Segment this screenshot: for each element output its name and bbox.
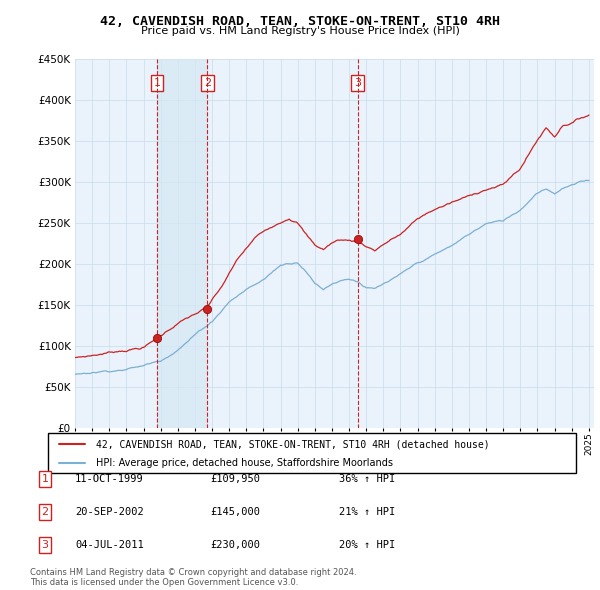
Text: 11-OCT-1999: 11-OCT-1999 xyxy=(75,474,144,484)
Text: HPI: Average price, detached house, Staffordshire Moorlands: HPI: Average price, detached house, Staf… xyxy=(95,458,392,468)
Bar xyxy=(157,59,207,428)
Text: £145,000: £145,000 xyxy=(210,507,260,517)
Text: Contains HM Land Registry data © Crown copyright and database right 2024.
This d: Contains HM Land Registry data © Crown c… xyxy=(30,568,356,587)
Text: 21% ↑ HPI: 21% ↑ HPI xyxy=(339,507,395,517)
Text: 2: 2 xyxy=(41,507,49,517)
Text: 42, CAVENDISH ROAD, TEAN, STOKE-ON-TRENT, ST10 4RH: 42, CAVENDISH ROAD, TEAN, STOKE-ON-TRENT… xyxy=(100,15,500,28)
Text: 42, CAVENDISH ROAD, TEAN, STOKE-ON-TRENT, ST10 4RH (detached house): 42, CAVENDISH ROAD, TEAN, STOKE-ON-TRENT… xyxy=(95,440,489,450)
Text: 2: 2 xyxy=(203,78,211,88)
FancyBboxPatch shape xyxy=(48,433,576,473)
Text: 1: 1 xyxy=(154,78,160,88)
Text: £109,950: £109,950 xyxy=(210,474,260,484)
Text: 3: 3 xyxy=(41,540,49,550)
Text: 04-JUL-2011: 04-JUL-2011 xyxy=(75,540,144,550)
Text: 36% ↑ HPI: 36% ↑ HPI xyxy=(339,474,395,484)
Text: £230,000: £230,000 xyxy=(210,540,260,550)
Text: 20-SEP-2002: 20-SEP-2002 xyxy=(75,507,144,517)
Text: 3: 3 xyxy=(354,78,361,88)
Text: 1: 1 xyxy=(41,474,49,484)
Text: Price paid vs. HM Land Registry's House Price Index (HPI): Price paid vs. HM Land Registry's House … xyxy=(140,26,460,36)
Text: 20% ↑ HPI: 20% ↑ HPI xyxy=(339,540,395,550)
